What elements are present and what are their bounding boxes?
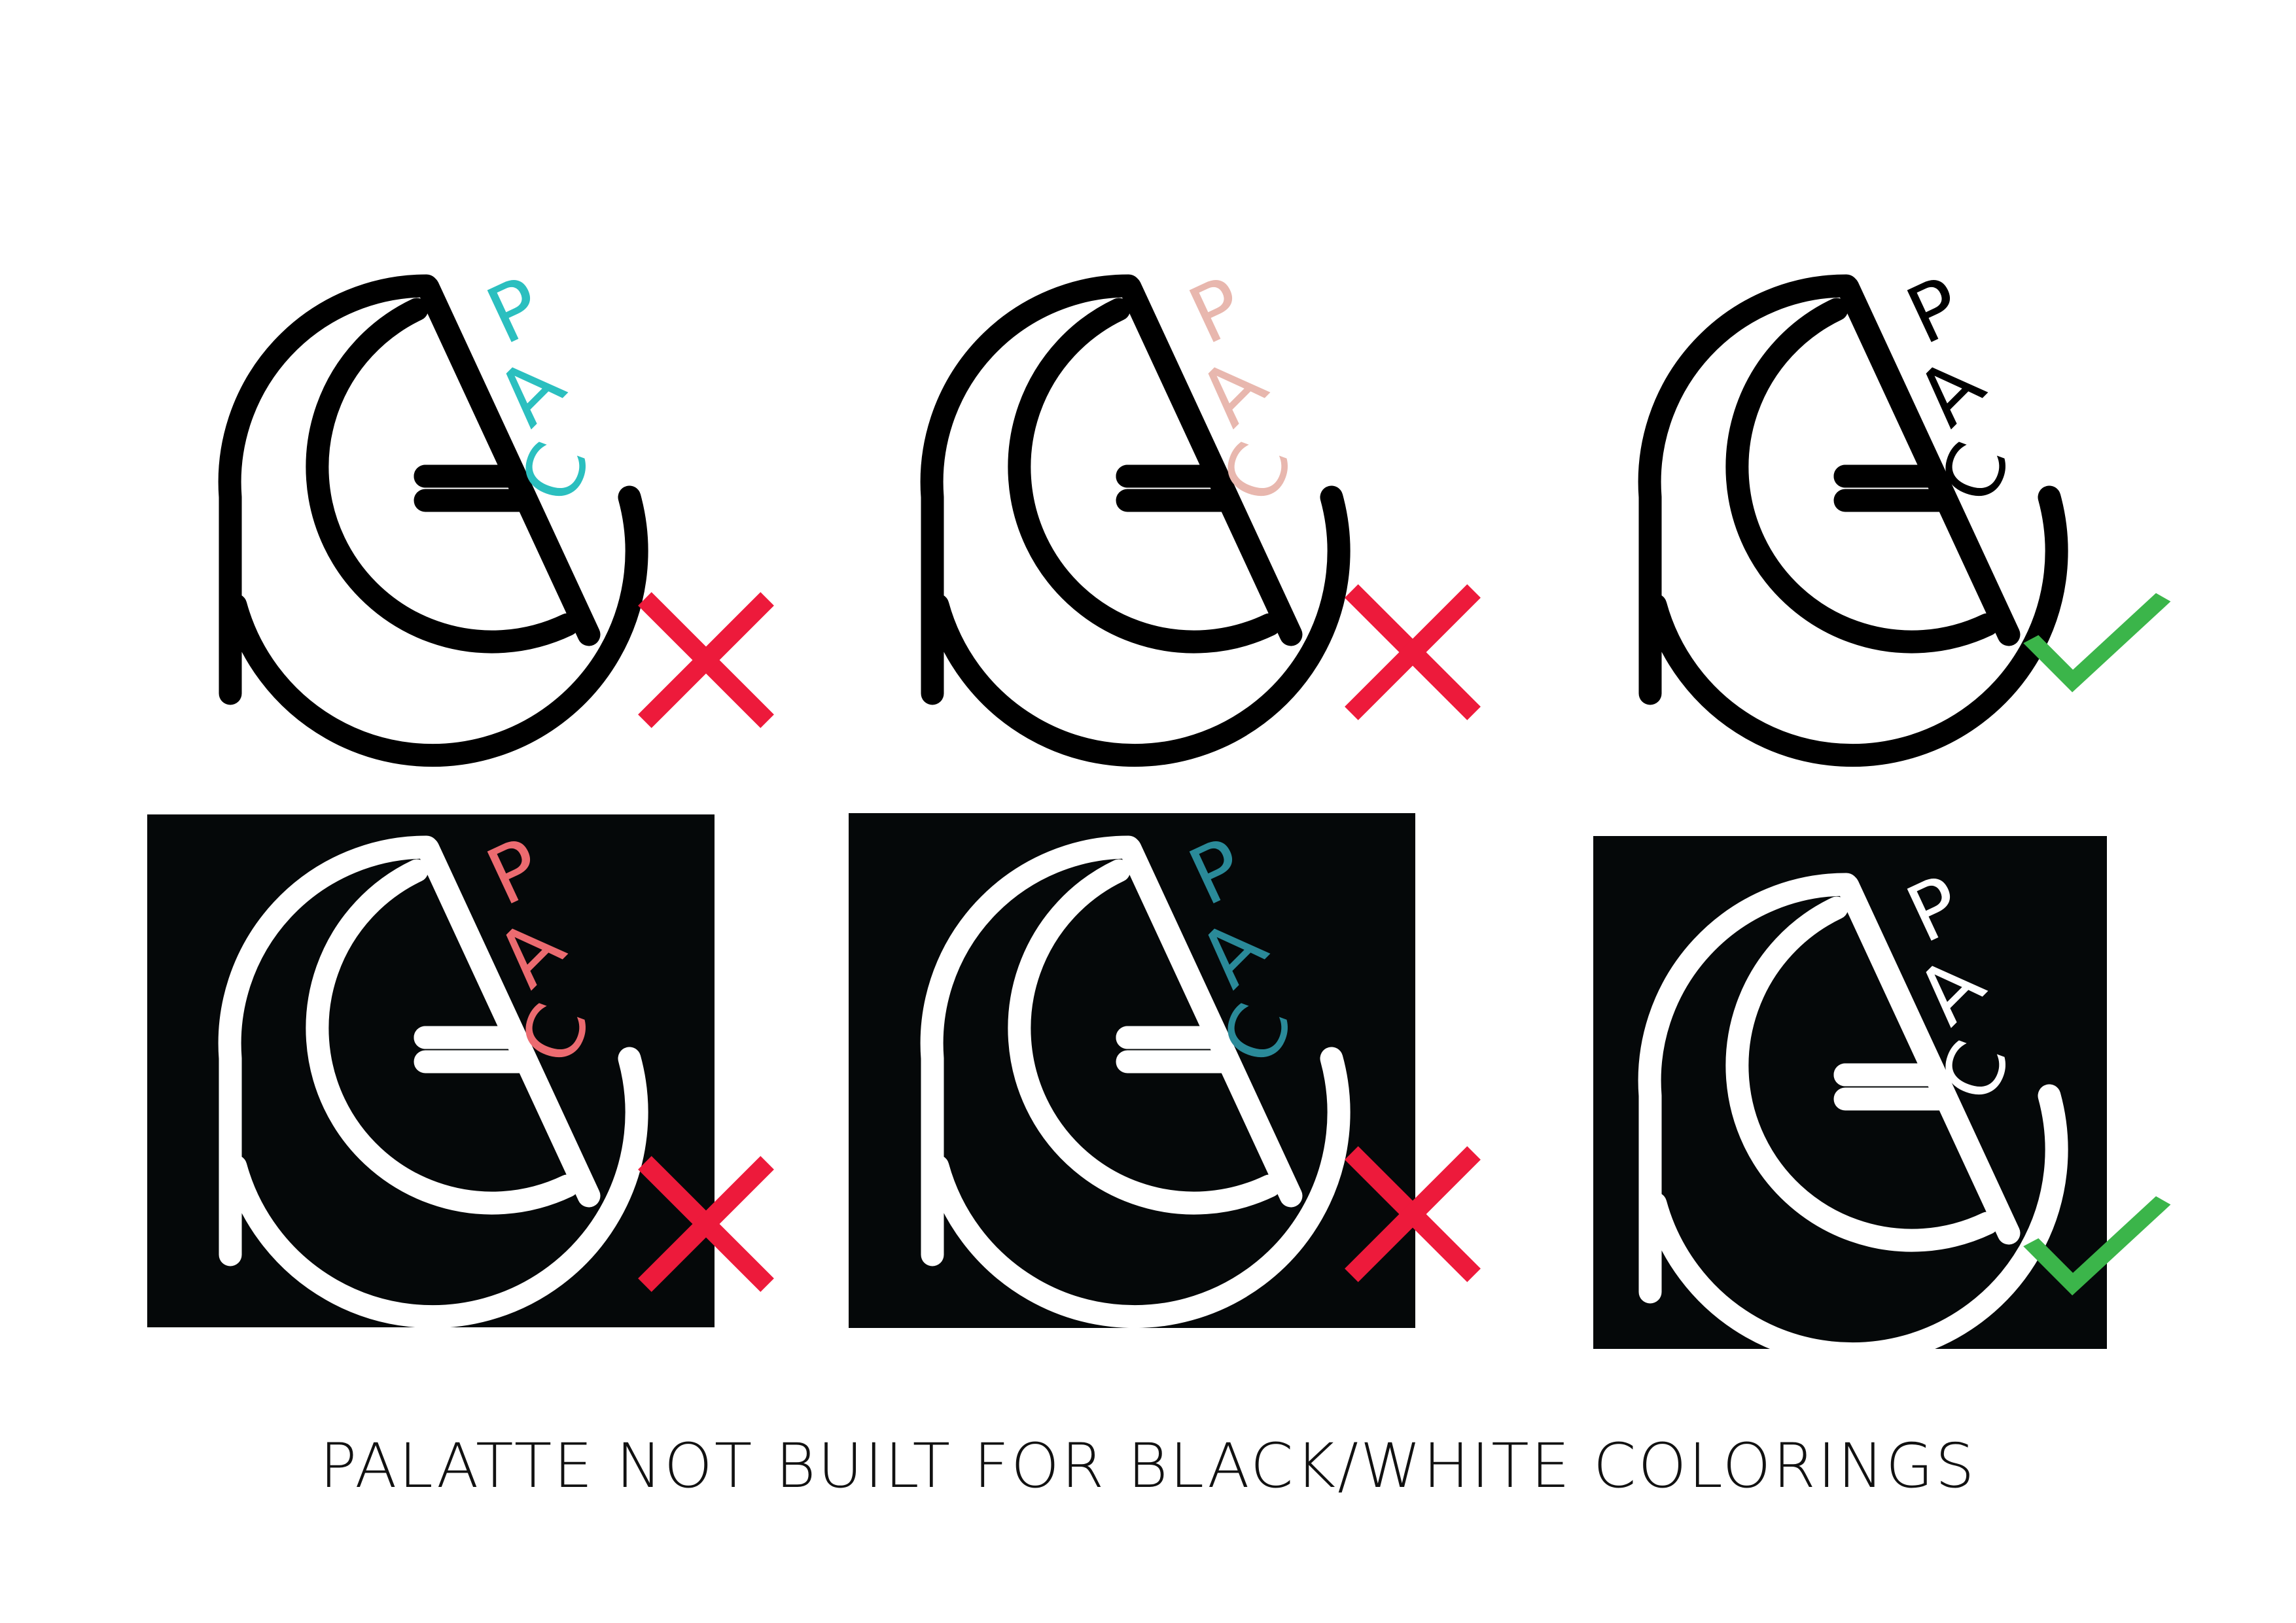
logo-inner-arc (1008, 859, 1281, 1215)
logo-outer-arc (218, 274, 438, 705)
pac-logo: PAC (1638, 260, 2068, 767)
caption: PALATTE NOT BUILT FOR BLACK/WHITE COLORI… (319, 1431, 1977, 1502)
logo-inner-arc (1725, 298, 1999, 654)
logo-outer-arc (920, 835, 1140, 1266)
logo-outer-arc (1638, 873, 1858, 1304)
verdict-light-black (2023, 592, 2171, 697)
cross-icon (1345, 1146, 1481, 1282)
verdict-dark-teal (1345, 1146, 1481, 1282)
check-icon (2023, 593, 2171, 693)
cross-icon (638, 1156, 774, 1292)
logo-diagonal-stroke (1118, 837, 1303, 1208)
pac-logo: PAC (218, 822, 648, 1329)
logo-diagonal-stroke (416, 837, 601, 1208)
pac-logo: PAC (1638, 859, 2068, 1366)
logo-lower-arc (224, 485, 648, 767)
logo-lower-arc (1644, 485, 2068, 767)
logo-diagonal-stroke (1836, 275, 2021, 646)
logo-lower-arc (926, 485, 1351, 767)
check-icon (2023, 1196, 2171, 1296)
verdict-dark-white (2023, 1195, 2171, 1300)
logo-inner-arc (306, 859, 579, 1215)
logo-diagonal-stroke (416, 275, 601, 646)
logo-outer-arc (920, 274, 1140, 705)
pac-logo: PAC (218, 260, 648, 767)
pac-logo: PAC (920, 260, 1351, 767)
logo-inner-arc (306, 298, 579, 654)
logo-diagonal-stroke (1836, 874, 2021, 1245)
logo-lower-arc (926, 1047, 1351, 1329)
cross-icon (1345, 584, 1481, 720)
logo-outer-arc (1638, 274, 1858, 705)
logo-inner-arc (1008, 298, 1281, 654)
logo-lower-arc (224, 1047, 648, 1329)
logo-inner-arc (1725, 896, 1999, 1252)
logo-outer-arc (218, 835, 438, 1266)
logo-lower-arc (1644, 1084, 2068, 1366)
verdict-light-teal (638, 592, 774, 728)
cross-icon (638, 592, 774, 728)
logo-diagonal-stroke (1118, 275, 1303, 646)
pac-logo: PAC (920, 822, 1351, 1329)
verdict-light-blush (1345, 584, 1481, 720)
verdict-dark-coral (638, 1156, 774, 1292)
